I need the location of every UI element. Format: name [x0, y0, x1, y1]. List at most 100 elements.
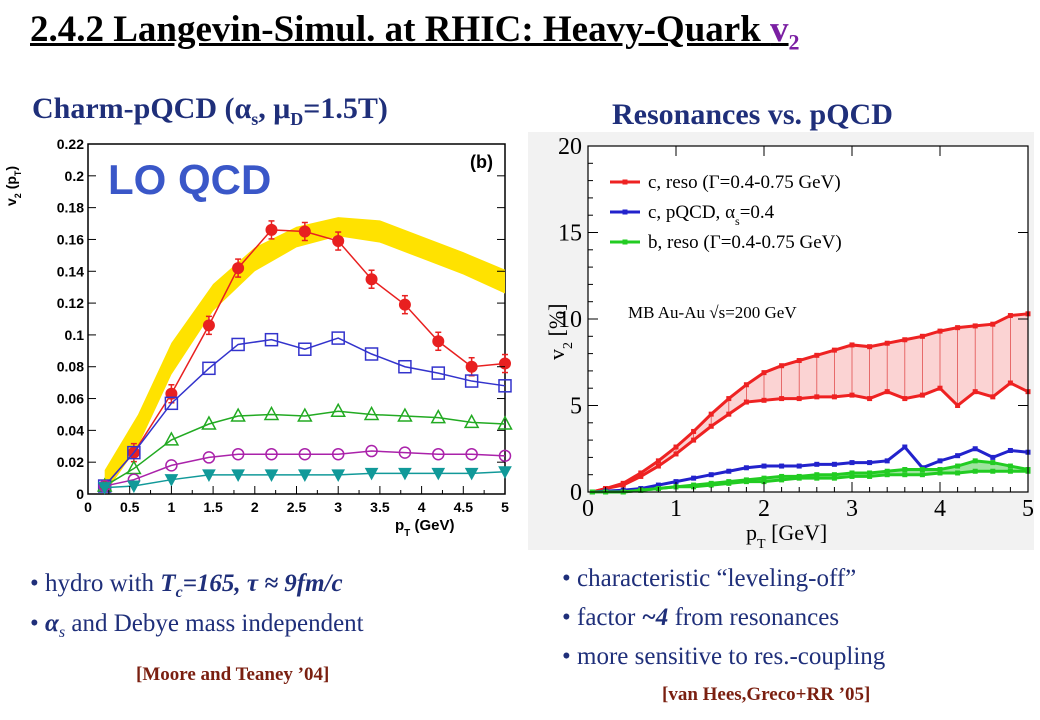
right-data-point — [884, 468, 890, 474]
right-series-line — [592, 444, 1029, 494]
x-tick-label: 2 — [251, 499, 259, 515]
right-data-point — [743, 382, 749, 388]
right-bullet-1: • characteristic “leveling-off” — [562, 565, 857, 592]
right-data-point — [972, 468, 978, 474]
legend-label-c: =0.4-0.75 GeV) — [721, 232, 842, 253]
y-tick-label: 0.18 — [57, 200, 84, 216]
right-ylabel-sub: 2 — [561, 342, 576, 349]
y-tick-label: 0.16 — [57, 231, 84, 247]
right-data-point — [849, 460, 855, 466]
x-tick-label: 1 — [670, 496, 682, 522]
data-point — [464, 467, 479, 481]
right-data-point — [761, 370, 767, 376]
left-xlabel-p: p — [395, 517, 404, 534]
right-chart-annotation: MB Au-Au √s=200 GeV — [628, 303, 797, 322]
y-tick-label: 15 — [558, 221, 582, 247]
x-tick-label: 2.5 — [287, 499, 307, 515]
right-data-point — [761, 397, 767, 403]
left-sub-D: D — [290, 109, 304, 129]
data-point — [165, 459, 178, 472]
x-tick-label: 0.5 — [120, 499, 140, 515]
right-data-point — [726, 468, 732, 474]
left-subtitle: Charm-pQCD (αs, μD=1.5T) — [32, 92, 388, 130]
legend-label: c, reso (Γ=0.4-0.75 GeV) — [648, 172, 841, 193]
right-data-point — [814, 461, 820, 467]
left-bullet-2-c: and Debye mass independent — [65, 610, 364, 637]
left-ylabel-arg-sub: T — [13, 170, 23, 176]
title-v-sub: 2 — [788, 29, 800, 55]
data-point — [230, 407, 246, 422]
right-data-point — [1007, 313, 1013, 319]
right-data-point — [831, 475, 837, 481]
data-point — [398, 359, 412, 374]
left-bullet-1-a: hydro with — [45, 570, 161, 597]
legend-marker — [622, 239, 628, 245]
right-data-point — [655, 458, 661, 464]
right-data-point — [902, 337, 908, 343]
right-data-point — [708, 482, 714, 488]
y-tick-label: 0.1 — [65, 327, 85, 343]
data-point — [463, 413, 480, 429]
data-point — [231, 337, 245, 352]
data-point — [127, 445, 141, 460]
page-title: 2.4.2 Langevin-Simul. at RHIC: Heavy-Qua… — [30, 8, 800, 55]
right-data-point — [708, 411, 714, 417]
data-point — [332, 235, 345, 248]
legend-label-a: c, pQCD, — [648, 202, 725, 223]
data-point — [430, 409, 447, 424]
y-tick-label: 0.14 — [57, 263, 84, 279]
legend-label-a: c, reso ( — [648, 172, 709, 193]
data-point — [264, 332, 279, 347]
right-data-point — [638, 473, 644, 479]
right-data-point — [691, 437, 697, 443]
y-tick-label: 0.02 — [57, 454, 84, 470]
legend-label-b: Γ — [709, 172, 720, 193]
x-tick-label: 5 — [501, 499, 509, 515]
data-point — [263, 405, 280, 421]
x-tick-label: 4.5 — [454, 499, 474, 515]
left-sub-s: s — [251, 109, 259, 129]
right-data-point — [902, 467, 908, 473]
data-point — [365, 444, 378, 458]
x-tick-label: 3.5 — [370, 499, 390, 515]
y-tick-label: 20 — [558, 134, 582, 160]
y-tick-label: 0.22 — [57, 136, 84, 152]
left-bullet-1-b: T — [160, 570, 176, 597]
x-tick-label: 1.5 — [203, 499, 223, 515]
right-data-point — [638, 470, 644, 476]
y-tick-label: 0.12 — [57, 295, 84, 311]
left-chart-ticks: 0 0.5 1 1.5 2 2.5 3 3.5 4 4.5 5 0 0.02 0.04 0.06 0.08 0.… — [57, 136, 509, 515]
left-ylabel-close: ) — [3, 166, 19, 171]
data-point — [202, 361, 216, 376]
x-tick-label: 2 — [758, 496, 770, 522]
right-data-point — [761, 479, 767, 485]
left-sub-pre: Charm-pQCD ( — [32, 92, 235, 125]
right-data-point — [1007, 468, 1013, 474]
data-point — [498, 379, 512, 393]
data-point — [431, 366, 446, 380]
right-bullet-2-b: ~4 — [641, 604, 669, 631]
right-data-point — [937, 328, 943, 334]
left-series-2 — [97, 331, 512, 493]
data-point — [232, 262, 245, 275]
left-sub-alpha: α — [234, 92, 252, 125]
annotation-c: s=200 GeV — [719, 303, 798, 322]
right-data-point — [937, 470, 943, 476]
y-tick-label: 0.2 — [65, 168, 85, 184]
right-bullet-1-text: characteristic “leveling-off” — [577, 565, 857, 592]
right-data-point — [708, 472, 714, 478]
right-data-point — [955, 470, 961, 476]
right-data-point — [902, 444, 908, 450]
right-series-line — [592, 381, 1029, 494]
right-data-point — [902, 472, 908, 478]
data-point — [363, 405, 380, 421]
right-data-point — [919, 472, 925, 478]
right-data-point — [919, 392, 925, 398]
data-point — [464, 374, 479, 388]
right-data-point — [691, 475, 697, 481]
left-ylabel-v: v — [3, 198, 19, 206]
right-data-point — [972, 323, 978, 329]
right-data-point — [884, 458, 890, 464]
data-point — [165, 387, 178, 400]
right-data-point — [673, 444, 679, 450]
